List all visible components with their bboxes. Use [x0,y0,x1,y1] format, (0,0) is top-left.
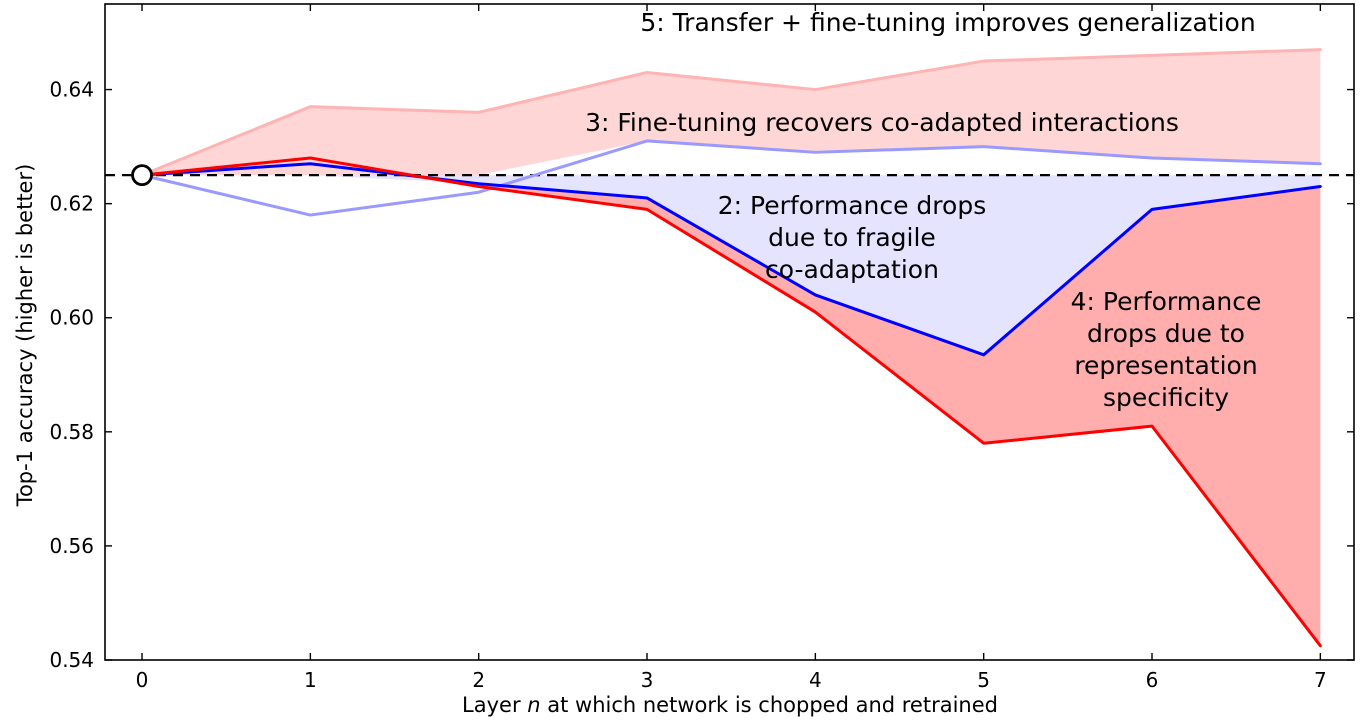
x-axis-label-part1: Layer [462,693,528,717]
annotation-finetuning-recovers-coadaptation: 3: Fine-tuning recovers co-adapted inter… [585,108,1179,137]
annotation-performance-drops-fragile-coadaptation: 2: Performance drops due to fragile co-a… [717,191,987,284]
y-tick-label: 0.58 [49,420,94,444]
x-axis-label-part2: at which network is chopped and retraine… [540,693,998,717]
x-axis-label-var-n: n [527,693,541,717]
y-tick-label: 0.62 [49,192,94,216]
series-transfer-finetune-line5 [140,48,1322,177]
x-tick-label: 2 [472,668,485,692]
series-finetune-recovers-line3 [140,139,1322,217]
series-fragile-coadaptation-line2 [140,162,1322,357]
y-tick-label: 0.64 [49,78,94,102]
annotation-transfer-finetuning-generalization: 5: Transfer + fine-tuning improves gener… [640,8,1256,37]
x-tick-label: 1 [304,668,317,692]
area-transfer-improvement-pink [142,49,1321,176]
x-tick-label: 3 [641,668,654,692]
annotation-performance-drops-representation-specificity: 4: Performance drops due to representati… [1070,287,1262,412]
y-tick-label: 0.54 [49,648,94,672]
y-tick-label: 0.56 [49,534,94,558]
series-representation-specificity-line4 [140,156,1322,648]
x-tick-label: 0 [136,668,149,692]
area-fragile-coadaptation-blue [142,175,1321,355]
x-tick-label: 5 [977,668,990,692]
y-axis-label: Top-1 accuracy (higher is better) [13,163,37,507]
x-tick-label: 4 [809,668,822,692]
x-axis-label: Layer n at which network is chopped and … [462,693,998,717]
y-tick-label: 0.60 [49,306,94,330]
origin-marker [131,164,153,187]
x-tick-label: 6 [1146,668,1159,692]
x-tick-label: 7 [1314,668,1327,692]
axis-frame [104,3,1355,661]
